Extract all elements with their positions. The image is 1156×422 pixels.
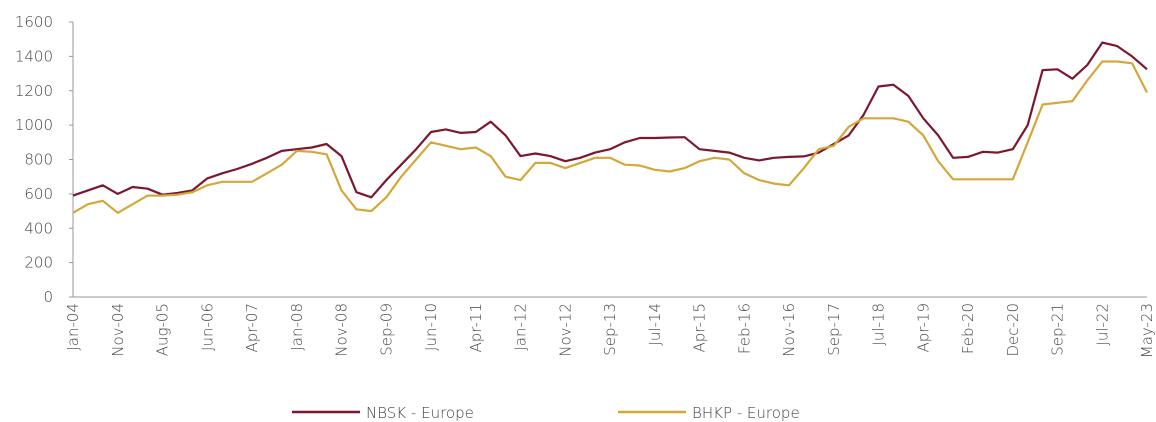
x-tick-label: Aug-05	[154, 303, 172, 356]
x-tick-label: Feb-20	[959, 303, 977, 354]
legend-label: BHKP - Europe	[692, 404, 800, 422]
y-tick-label: 1400	[15, 47, 53, 65]
x-tick-label: Sep-17	[825, 303, 843, 356]
x-tick-label: Nov-04	[109, 303, 127, 357]
y-tick-label: 1000	[15, 116, 53, 134]
series-line	[72, 41, 1148, 199]
y-tick-label: 1600	[15, 13, 53, 31]
x-tick-label: Sep-13	[601, 303, 619, 356]
x-tick-label: Sep-21	[1049, 303, 1067, 356]
x-tick-label: Apr-11	[467, 303, 485, 353]
x-tick-label: Dec-20	[1004, 303, 1022, 357]
x-tick-label: Jun-10	[422, 303, 440, 351]
x-tick-label: Jul-18	[870, 303, 888, 346]
y-tick-label: 200	[24, 254, 53, 272]
x-tick-label: Nov-08	[333, 303, 351, 357]
x-tick-label: Jan-08	[288, 303, 306, 351]
x-tick-label: Jul-22	[1093, 303, 1111, 346]
series-line	[72, 60, 1148, 214]
y-tick-label: 800	[24, 151, 53, 169]
x-tick-label: Jan-04	[64, 303, 82, 351]
x-tick-label: Jul-14	[646, 303, 664, 346]
x-tick-label: Nov-12	[556, 303, 574, 357]
x-tick-label: Apr-19	[914, 303, 932, 353]
y-tick-label: 1200	[15, 82, 53, 100]
y-tick-label: 600	[24, 185, 53, 203]
x-tick-label: Sep-09	[377, 303, 395, 356]
x-tick-label: Feb-16	[735, 303, 753, 354]
x-tick-label: Jun-06	[198, 303, 216, 351]
x-tick-label: May-23	[1138, 303, 1156, 358]
x-tick-label: Apr-07	[243, 303, 261, 353]
x-tick-label: Jan-12	[512, 303, 530, 351]
legend-label: NBSK - Europe	[366, 404, 474, 422]
y-tick-label: 0	[43, 288, 53, 306]
y-tick-label: 400	[24, 219, 53, 237]
x-tick-label: Nov-16	[780, 303, 798, 357]
x-tick-label: Apr-15	[691, 303, 709, 353]
